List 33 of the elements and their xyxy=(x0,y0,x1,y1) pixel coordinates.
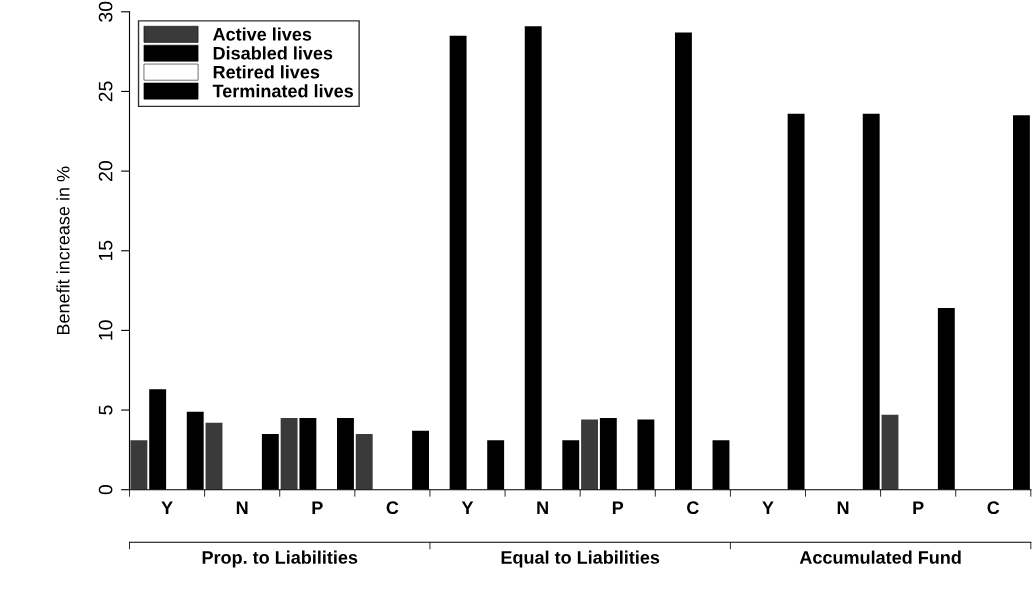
x-tick-label: C xyxy=(987,501,1000,515)
x-tick-label: C xyxy=(687,501,699,515)
legend-label: Active lives xyxy=(213,27,312,41)
legend-label: Disabled lives xyxy=(213,46,333,60)
bar xyxy=(130,440,148,490)
y-tick-label: 25 xyxy=(98,81,113,102)
x-tick-label: N xyxy=(537,501,548,514)
text: Equal to Liabilities xyxy=(501,550,660,568)
legend-label: Terminated lives xyxy=(212,84,353,98)
x-tick-label: Y xyxy=(461,501,474,514)
bar xyxy=(355,433,373,490)
bar xyxy=(581,419,598,490)
x-tick-label: C xyxy=(386,501,399,515)
y-tick-label: 10 xyxy=(98,320,113,340)
y-axis-title: Benefit increase in % xyxy=(56,166,70,335)
text: Accumulated Fund xyxy=(799,550,961,564)
x-tick-label: Y xyxy=(161,501,173,514)
x-tick-label: N xyxy=(236,501,248,514)
x-tick-label: P xyxy=(612,501,624,514)
bar xyxy=(280,418,298,490)
x-tick-label: Y xyxy=(762,501,774,514)
y-tick-label: 15 xyxy=(98,240,113,261)
x-tick-label: P xyxy=(312,501,323,514)
y-tick-label: 20 xyxy=(98,161,113,181)
y-tick-label: 5 xyxy=(98,405,113,415)
x-tick-label: N xyxy=(837,501,849,514)
y-tick-label: 30 xyxy=(98,1,113,22)
y-tick-label: 0 xyxy=(98,485,113,495)
bar xyxy=(881,414,899,490)
x-tick-label: P xyxy=(913,501,924,514)
text: Prop. to Liabilities xyxy=(202,550,358,568)
bar xyxy=(205,422,223,490)
legend-label: Retired lives xyxy=(213,65,320,79)
